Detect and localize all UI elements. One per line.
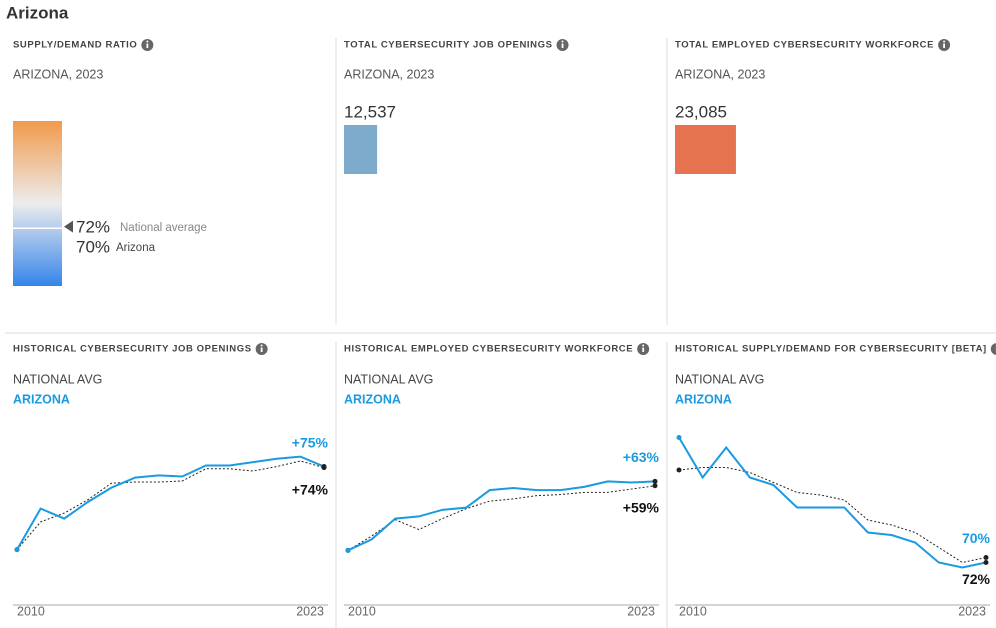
value-label: 70% — [962, 530, 991, 546]
x-tick-label: 2010 — [679, 604, 707, 618]
panel-title: HISTORICAL CYBERSECURITY JOB OPENINGS — [13, 344, 252, 355]
marker — [64, 220, 73, 233]
panel-title: TOTAL EMPLOYED CYBERSECURITY WORKFORCE — [675, 40, 934, 51]
panel-subtitle: ARIZONA, 2023 — [13, 67, 103, 81]
x-tick-label: 2023 — [627, 604, 655, 618]
info-icon-dot — [943, 40, 946, 43]
info-icon-stem — [642, 347, 645, 353]
value-label: 12,537 — [344, 102, 396, 121]
info-icon-stem — [146, 43, 149, 49]
end-dot — [652, 478, 658, 484]
end-dot — [983, 560, 989, 565]
value-label: +75% — [292, 434, 329, 450]
panel-subtitle: ARIZONA, 2023 — [344, 67, 434, 81]
series-name: National average — [120, 222, 207, 234]
bar — [344, 125, 378, 174]
value-label: 70% — [76, 237, 110, 256]
info-icon-stem — [943, 43, 945, 49]
x-tick-label: 2010 — [348, 604, 376, 618]
start-dot — [14, 547, 20, 553]
x-tick-label: 2023 — [958, 604, 986, 618]
info-icon — [990, 343, 996, 355]
series-line — [347, 485, 656, 551]
value-label: 72% — [76, 217, 110, 236]
value-label: 23,085 — [675, 102, 727, 121]
value-label: 72% — [962, 571, 991, 587]
end-dot — [321, 464, 327, 470]
legend-entry: ARIZONA — [675, 392, 732, 406]
page-title: Arizona — [6, 3, 69, 22]
start-dot — [676, 435, 682, 440]
series-line — [16, 460, 325, 550]
x-tick-label: 2010 — [17, 604, 45, 618]
info-icon-dot — [260, 344, 263, 347]
legend-entry: ARIZONA — [344, 392, 401, 406]
info-icon-stem — [561, 43, 564, 49]
series-line — [678, 436, 987, 569]
series-line — [16, 455, 325, 551]
value-label: +74% — [292, 481, 329, 497]
value-label: +59% — [623, 499, 660, 515]
panel-title: HISTORICAL EMPLOYED CYBERSECURITY WORKFO… — [344, 344, 633, 355]
info-icon-dot — [561, 40, 564, 43]
series-line — [347, 480, 656, 552]
legend-entry: NATIONAL AVG — [13, 372, 102, 386]
info-icon-dot — [642, 344, 645, 347]
start-dot — [676, 467, 682, 473]
legend-entry: NATIONAL AVG — [344, 372, 433, 386]
legend-entry: ARIZONA — [13, 392, 70, 406]
end-dot — [652, 483, 658, 489]
panel-title: SUPPLY/DEMAND RATIO — [13, 40, 137, 51]
value-label: +63% — [623, 449, 660, 465]
ratio-scale — [13, 121, 62, 286]
legend-entry: NATIONAL AVG — [675, 372, 764, 386]
x-tick-label: 2023 — [296, 604, 324, 618]
panel-title: TOTAL CYBERSECURITY JOB OPENINGS — [344, 40, 553, 51]
panel-title: HISTORICAL SUPPLY/DEMAND FOR CYBERSECURI… — [675, 344, 987, 355]
info-icon-stem — [260, 347, 263, 353]
bar — [675, 125, 736, 174]
series-line — [678, 467, 987, 564]
start-dot — [345, 547, 351, 553]
series-name: Arizona — [116, 242, 156, 254]
end-dot — [983, 555, 989, 560]
info-icon-dot — [146, 40, 149, 43]
panel-subtitle: ARIZONA, 2023 — [675, 67, 765, 81]
